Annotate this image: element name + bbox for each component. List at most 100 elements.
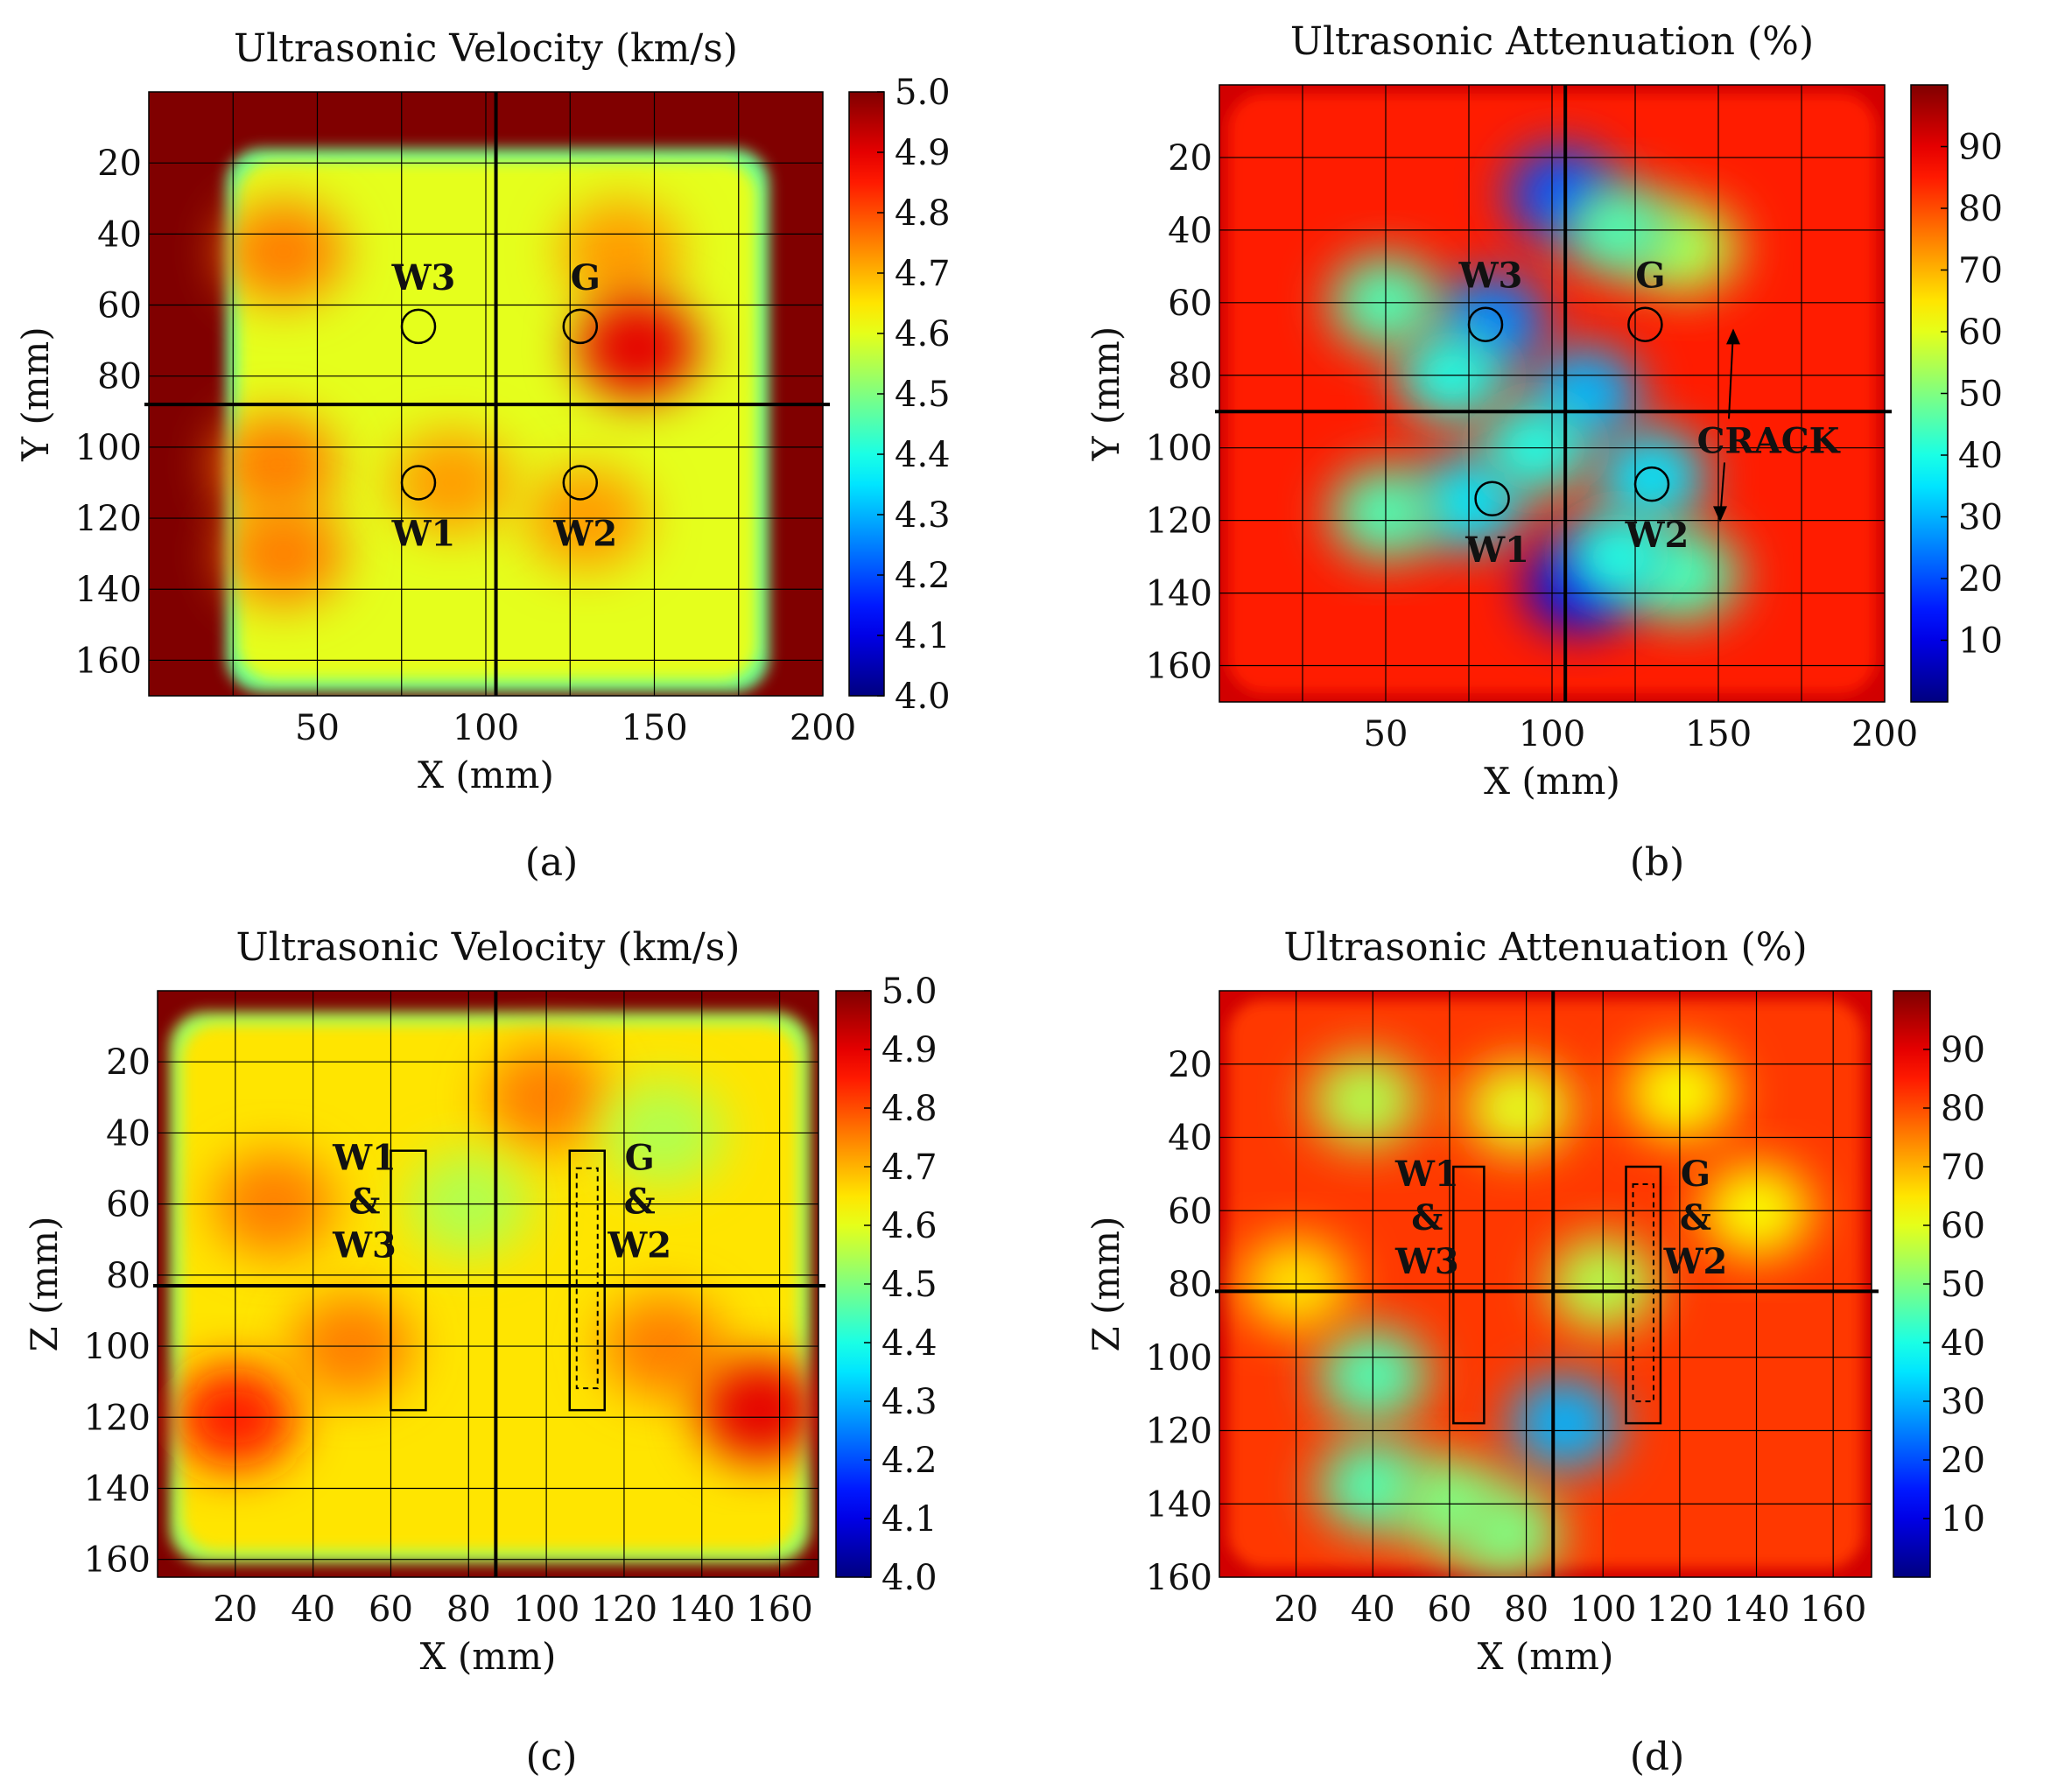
x-tick-label: 200 [790,708,856,748]
colorbar-tick-label: 4.4 [881,1323,938,1364]
colorbar-tick-label: 50 [1941,1265,1985,1305]
heatmap-blob [390,430,514,535]
y-tick-label: 80 [1168,1265,1212,1305]
y-tick-label: 80 [97,357,142,397]
y-tick-label: 100 [75,428,142,468]
colorbar-tick-label: 4.2 [895,556,951,596]
colorbar-tick-label: 4.9 [881,1030,938,1070]
crack-annotation-label: CRACK [1697,420,1841,461]
marker-circle-w1 [1474,481,1510,517]
x-tick-label: 160 [1800,1589,1866,1630]
colorbar-tick-label: 20 [1941,1441,1985,1481]
x-tick-label: 50 [295,708,340,748]
colorbar-tick-label: 4.4 [895,435,951,475]
colorbar-tick-label: 10 [1941,1499,1985,1540]
heatmap-blob [1310,1054,1420,1147]
chart-panel-d: Ultrasonic Attenuation (%) 20 40 60 80 100 120… [1085,925,1985,1779]
marker-label-line: G [1681,1154,1710,1195]
marker-label-line: & [624,1182,656,1223]
panel-label: (b) [1630,840,1685,885]
heatmap-blob [1564,510,1673,603]
x-axis-label: X (mm) [1484,760,1620,803]
marker-circle-g [562,308,599,345]
colorbar-tick-label: 4.1 [881,1499,938,1540]
plot-frame [1219,84,1886,703]
colorbar-tick-label: 10 [1958,621,2003,662]
x-tick-label: 60 [369,1589,413,1630]
marker-label-line: W1 [1394,1154,1459,1195]
marker-label-line: & [1411,1197,1443,1238]
colorbar-tick-label: 4.0 [895,677,951,717]
x-tick-label: 120 [1647,1589,1713,1630]
chart-title: Ultrasonic Velocity (km/s) [234,26,738,71]
x-tick-label: 100 [1570,1589,1636,1630]
colorbar-tick-label: 60 [1941,1206,1985,1246]
marker-label-line: & [348,1182,380,1223]
x-axis-label: X (mm) [418,754,554,796]
colorbar-tick-label: 4.6 [895,314,951,354]
heatmap-blob [559,200,682,305]
marker-rect [1625,1165,1662,1425]
marker-circle-w2 [1633,466,1670,502]
marker-label-line: W3 [1394,1241,1459,1282]
y-tick-label: 160 [75,641,142,681]
y-tick-label: 140 [84,1469,151,1509]
x-axis-label: X (mm) [420,1635,557,1678]
x-tick-label: 40 [291,1589,335,1630]
colorbar-tick-label: 4.3 [881,1382,938,1422]
marker-rect [390,1149,427,1412]
x-tick-label: 80 [446,1589,491,1630]
colorbar-tick-label: 90 [1941,1030,1985,1070]
colorbar-tick-label: 70 [1941,1147,1985,1188]
colorbar-tick-label: 4.1 [895,616,951,656]
marker-label-w2: W2 [552,513,617,554]
marker-label-g: G [571,257,601,298]
marker-rect [1452,1165,1486,1425]
colorbar-tick-label: 20 [1958,559,2003,600]
marker-label-line: W1 [332,1138,397,1179]
plot-frame [148,91,824,697]
y-tick-label: 20 [1168,1045,1212,1085]
x-tick-label: 60 [1427,1589,1471,1630]
y-tick-label: 60 [1168,1191,1212,1231]
heatmap-blob [1598,431,1706,523]
heatmap-blob [699,1358,818,1463]
y-tick-label: 80 [106,1256,151,1296]
y-tick-label: 40 [106,1113,151,1154]
marker-rect-dashed [575,1167,599,1390]
marker-label-g: G [1635,256,1665,297]
y-tick-label: 120 [84,1398,151,1438]
colorbar-tick-label: 40 [1941,1323,1985,1364]
y-tick-label: 140 [75,570,142,610]
marker-circle-w3 [1467,306,1504,342]
y-tick-label: 120 [1146,1412,1212,1452]
colorbar-tick-label: 4.5 [881,1265,938,1305]
heatmap-blob [222,200,345,305]
colorbar-tick-label: 60 [1958,312,2003,353]
y-axis-label: Z (mm) [1085,1217,1127,1352]
y-axis-label: Y (mm) [1085,326,1127,462]
crack-arrowhead-up [1726,328,1740,345]
colorbar-tick-label: 4.6 [881,1206,938,1246]
colorbar-tick-label: 4.5 [895,375,951,415]
x-tick-label: 140 [669,1589,735,1630]
y-tick-label: 40 [1168,1119,1212,1159]
y-tick-label: 40 [97,214,142,255]
colorbar-tick-label: 30 [1941,1382,1985,1422]
y-tick-label: 60 [106,1185,151,1225]
y-tick-label: 140 [1146,574,1212,614]
marker-label-w2: W2 [1625,515,1689,556]
marker-label-line: G [625,1138,655,1179]
colorbar-tick-label: 40 [1958,436,2003,476]
marker-rect-dashed [1632,1183,1654,1403]
colorbar-tick-label: 4.8 [895,193,951,234]
plot-frame [1219,990,1872,1578]
marker-circle-w2 [562,465,599,501]
heatmap-blob [1510,1377,1619,1470]
panel-label: (a) [525,840,579,885]
x-tick-label: 50 [1364,714,1408,754]
colorbar-tick-label: 4.0 [881,1558,938,1598]
colorbar-tick-label: 4.9 [895,133,951,173]
panel-label: (c) [526,1735,578,1779]
